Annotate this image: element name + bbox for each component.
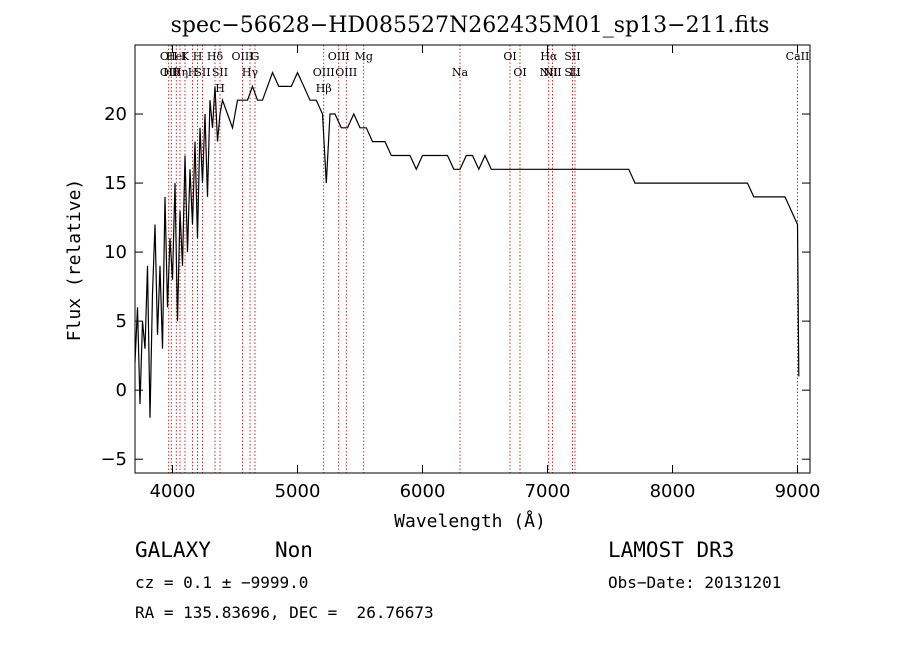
line-marker-label: OII [160,66,178,79]
line-marker-label: OI [503,50,516,63]
line-marker-label: SII [212,66,228,79]
line-marker-label: NII [543,66,561,79]
line-marker-label: Mg [355,50,373,63]
line-marker-label: OIII [328,50,350,63]
x-tick-label: 9000 [775,481,821,502]
y-axis-label: Flux (relative) [64,179,85,342]
y-tick-label: 10 [104,242,127,263]
line-marker-label: SII [564,50,580,63]
line-marker-label: Hα [540,50,558,63]
line-marker-label: H [188,66,198,79]
x-tick-label: 6000 [400,481,446,502]
line-marker-label: Hθ [163,66,180,79]
x-tick-label: 8000 [650,481,696,502]
line-marker-label: Hβ [316,82,332,95]
emission-line-markers: OIIOIIHθHeIHηKHHSIIHδSIIHOIIIHγGOIIIHβOI… [160,45,809,473]
line-marker-label: OII [160,50,178,63]
line-marker-label: OIII [335,66,357,79]
y-axis: −5 0 5 10 15 20 [100,104,810,470]
x-tick-label: 5000 [275,481,321,502]
line-marker-label: H [193,50,203,63]
y-tick-label: 15 [104,173,127,194]
obs-date-text: Obs−Date: 20131201 [608,573,782,592]
line-marker-label: K [181,50,190,63]
line-marker-label: Hδ [207,50,224,63]
line-marker-label: Na [452,66,469,79]
line-marker-label: G [251,50,260,63]
line-marker-label: OI [513,66,526,79]
line-marker-label: SII [564,66,580,79]
y-tick-label: −5 [100,449,127,470]
plot-frame [134,44,811,474]
line-marker-label: CaII [786,50,810,63]
line-marker-label: H [215,82,225,95]
y-tick-label: 20 [104,104,127,125]
x-axis: 4000 5000 6000 7000 8000 9000 [150,45,821,502]
line-marker-label: SII [194,66,210,79]
spectrum-line [134,71,800,418]
line-marker-label: Li [570,66,581,79]
x-tick-label: 4000 [150,481,196,502]
x-tick-label: 7000 [525,481,571,502]
survey-name: LAMOST DR3 [608,538,735,562]
chart-title: spec−56628−HD085527N262435M01_sp13−211.f… [171,13,770,38]
object-class: GALAXY [135,538,211,562]
redshift-text: cz = 0.1 ± −9999.0 [135,573,309,592]
object-subclass: Non [275,538,313,562]
line-marker-label: OIII [313,66,335,79]
line-marker-label: HeI [166,50,186,63]
y-tick-label: 0 [116,380,127,401]
line-marker-label: NII [540,66,558,79]
x-axis-label: Wavelength (Å) [394,510,546,532]
coordinates-text: RA = 135.83696, DEC = 26.76673 [135,603,434,622]
y-tick-label: 5 [116,311,127,332]
line-marker-label: Hη [172,66,188,79]
line-marker-label: OIII [231,50,253,63]
line-marker-label: Hγ [242,66,259,79]
